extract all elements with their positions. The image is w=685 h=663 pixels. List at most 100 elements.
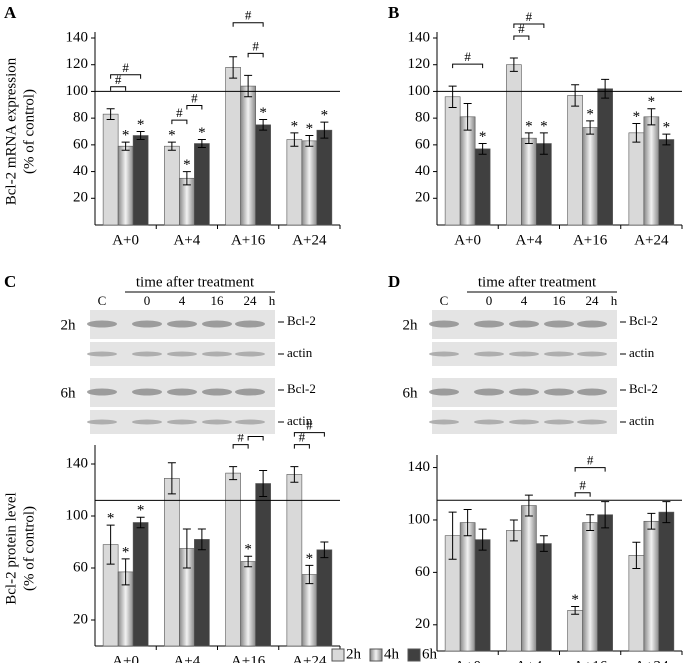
row-label: 6h [403,385,419,401]
x-tick-label: A+4 [173,653,200,663]
lane-label: 0 [486,293,493,308]
y-tick-label: 20 [415,190,430,206]
x-tick-label: A+0 [112,653,139,663]
significance-star: * [122,544,130,560]
band [429,320,459,328]
comparison-bracket [574,467,606,472]
error-bar [229,466,238,481]
comparison-label: # [526,9,533,24]
y-tick-label: 20 [415,616,430,632]
lane-label: 16 [553,293,567,308]
error-bar [244,555,253,568]
legend-swatch [331,648,345,662]
band [132,419,162,425]
band [474,388,504,396]
comparison-bracket [247,436,264,441]
comparison-bracket [232,22,264,27]
band-label: actin [287,345,313,360]
error-bar [121,141,130,151]
comparison-label: # [299,430,306,445]
lane-label: 24 [244,293,258,308]
band [235,419,265,425]
bar [301,574,318,647]
band [235,351,265,357]
comparison-bracket [513,35,530,41]
y-tick-label: 100 [66,83,89,99]
error-bar [320,121,329,139]
error-bar [463,508,472,537]
band [167,320,197,328]
bar [132,135,149,226]
band [87,419,117,425]
significance-star: * [183,157,191,173]
comparison-bracket [171,119,188,125]
legend-swatch [369,648,383,662]
bar [582,522,598,652]
band-label: Bcl-2 [287,381,316,396]
comparison-label: # [191,90,198,105]
comparison-label: # [122,60,129,75]
significance-star: * [137,503,145,519]
error-bar [448,85,457,108]
legend-label: 6h [422,646,438,662]
error-bar [647,512,656,530]
significance-star: * [291,118,299,134]
lane-label: 4 [179,293,186,308]
comparison-label: # [252,38,259,53]
bar [240,85,256,226]
bar [658,139,675,226]
error-bar [259,470,268,497]
band [474,419,504,425]
y-tick-label: 100 [66,507,89,523]
significance-star: * [107,511,115,527]
legend-swatch [407,648,421,662]
x-tick-label: A+16 [573,658,608,663]
comparison-bracket [110,74,142,79]
error-bar [290,132,299,147]
band [544,388,574,396]
band [577,320,607,328]
y-tick-label: 60 [73,136,88,152]
comparison-label: # [306,418,313,433]
band [202,351,232,357]
bar [536,143,552,226]
x-tick-label: A+16 [573,232,608,248]
significance-star: * [525,118,533,134]
band [87,351,117,357]
error-bar [229,56,238,79]
bar [582,127,598,226]
y-tick-label: 60 [415,136,430,152]
significance-star: * [586,106,594,122]
error-bar [106,108,115,120]
bar [521,137,537,226]
band [509,388,539,396]
error-bar [136,131,145,141]
error-bar [539,132,548,155]
band-label: actin [629,345,655,360]
lane-label: C [98,293,107,308]
band [509,419,539,425]
comparison-bracket [232,444,249,449]
x-tick-label: A+4 [515,658,542,663]
y-tick-label: 140 [66,29,89,45]
bar [194,143,210,226]
y-tick-label: 100 [408,83,431,99]
error-bar [586,514,595,531]
significance-star: * [168,128,176,144]
y-tick-label: 20 [73,190,88,206]
significance-star: * [663,120,671,136]
bar [117,145,134,226]
error-bar [448,511,457,560]
x-tick-label: A+16 [231,653,266,663]
significance-star: * [137,117,145,133]
band [87,388,117,396]
blot-divider [432,407,617,410]
x-tick-label: A+0 [454,658,481,663]
bar [474,148,491,226]
error-bar [463,102,472,131]
blot-image [90,378,275,434]
x-tick-label: A+0 [454,232,481,248]
bar [506,64,522,226]
error-bar [601,501,610,529]
bar [643,116,660,226]
